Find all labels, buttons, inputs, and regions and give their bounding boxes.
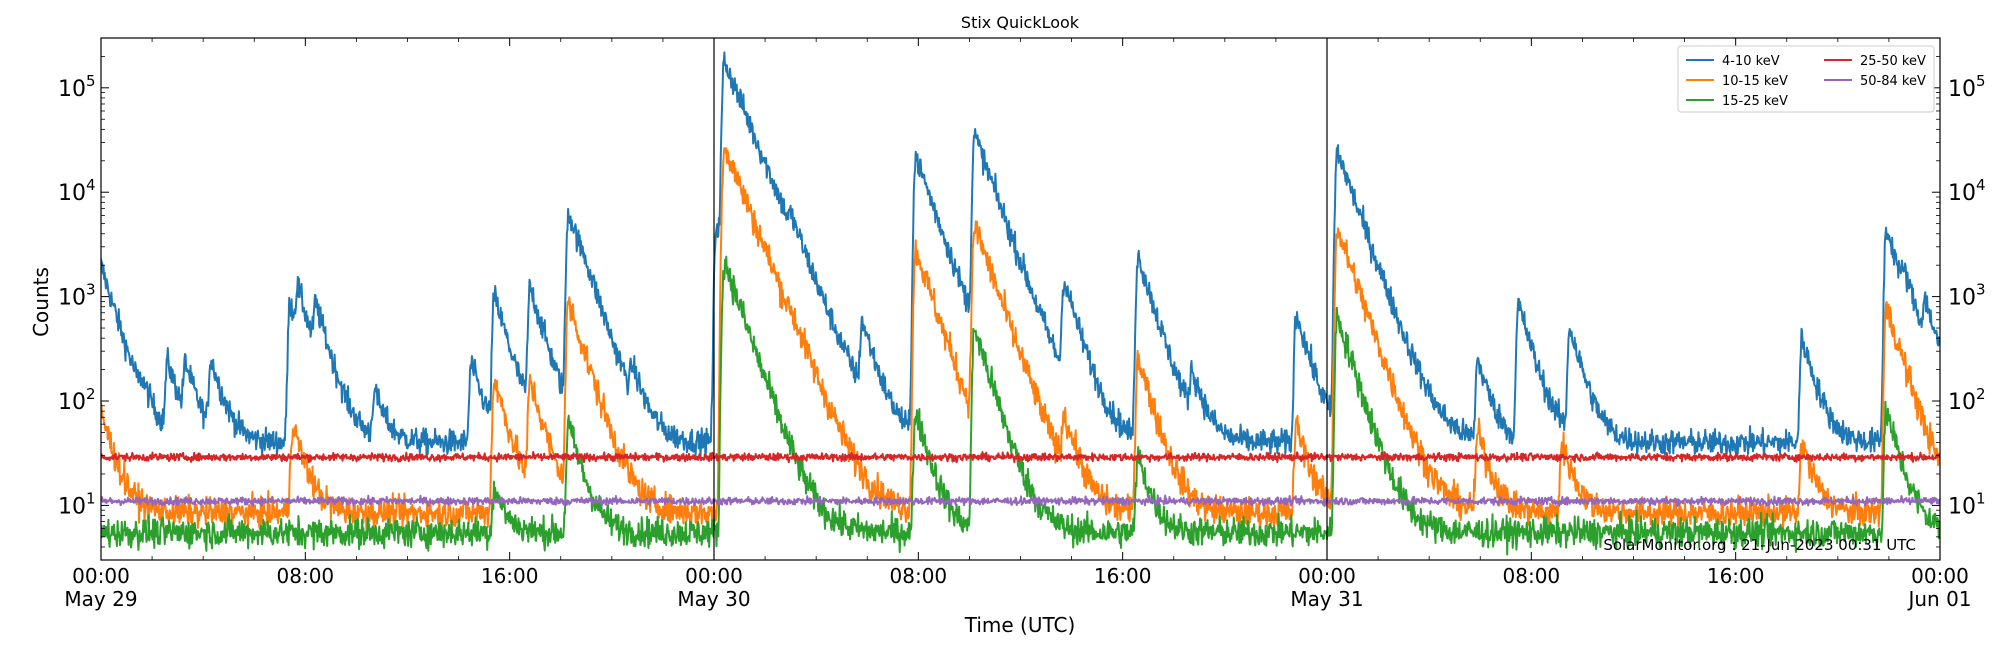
y-tick-label-right: 104	[1948, 176, 1986, 206]
x-tick-label: 00:00	[685, 564, 743, 588]
y-tick-label: 102	[58, 385, 96, 415]
x-tick-label: 08:00	[1503, 564, 1561, 588]
y-tick-label-right: 102	[1948, 385, 1986, 415]
chart-title: Stix QuickLook	[961, 13, 1080, 32]
separators-layer	[713, 38, 1328, 560]
y-tick-label-right: 105	[1948, 72, 1986, 102]
y-axis-right: 101 102 103 104 105	[1932, 37, 1986, 561]
x-tick-label: 16:00	[1707, 564, 1765, 588]
series-line-4-10-keV	[101, 51, 1940, 459]
x-tick-label: 00:00	[1298, 564, 1356, 588]
plot-frame	[100, 37, 1941, 561]
y-tick-label: 104	[58, 176, 96, 206]
legend-label-50-84-keV: 50-84 keV	[1860, 74, 1926, 89]
series-layer	[101, 51, 1940, 556]
y-axis-label: Counts	[29, 267, 53, 337]
x-tick-label: 00:00	[1911, 564, 1969, 588]
series-line-10-15-keV	[101, 147, 1940, 534]
x-tick-label: 16:00	[1094, 564, 1152, 588]
x-tick-date-label: Jun 01	[1906, 587, 1971, 611]
legend: 4-10 keV 10-15 keV 15-25 keV 25-50 keV 50-84…	[1677, 45, 1935, 113]
series-line-25-50-keV	[101, 451, 1940, 464]
x-tick-date-label: May 29	[64, 587, 137, 611]
legend-box	[1677, 45, 1935, 113]
legend-label-10-15-keV: 10-15 keV	[1722, 74, 1788, 89]
legend-label-25-50-keV: 25-50 keV	[1860, 54, 1926, 69]
x-tick-label: 16:00	[481, 564, 539, 588]
legend-label-15-25-keV: 15-25 keV	[1722, 94, 1788, 109]
y-tick-label: 101	[58, 489, 96, 519]
y-tick-label: 105	[58, 72, 96, 102]
y-tick-label-right: 101	[1948, 489, 1986, 519]
x-axis-label: Time (UTC)	[964, 613, 1076, 637]
x-tick-label: 08:00	[277, 564, 335, 588]
x-tick-label: 08:00	[890, 564, 948, 588]
legend-label-4-10-keV: 4-10 keV	[1722, 54, 1780, 69]
x-tick-date-label: May 30	[677, 587, 750, 611]
series-line-50-84-keV	[101, 494, 1940, 508]
y-tick-label: 103	[58, 281, 96, 311]
chart-annotation: SolarMonitor.org : 21-Jun-2023 00:31 UTC	[1603, 536, 1916, 554]
y-axis-left: 101 102 103 104 105	[58, 37, 109, 561]
x-tick-date-label: May 31	[1290, 587, 1363, 611]
x-tick-label: 00:00	[72, 564, 130, 588]
y-tick-label-right: 103	[1948, 281, 1986, 311]
